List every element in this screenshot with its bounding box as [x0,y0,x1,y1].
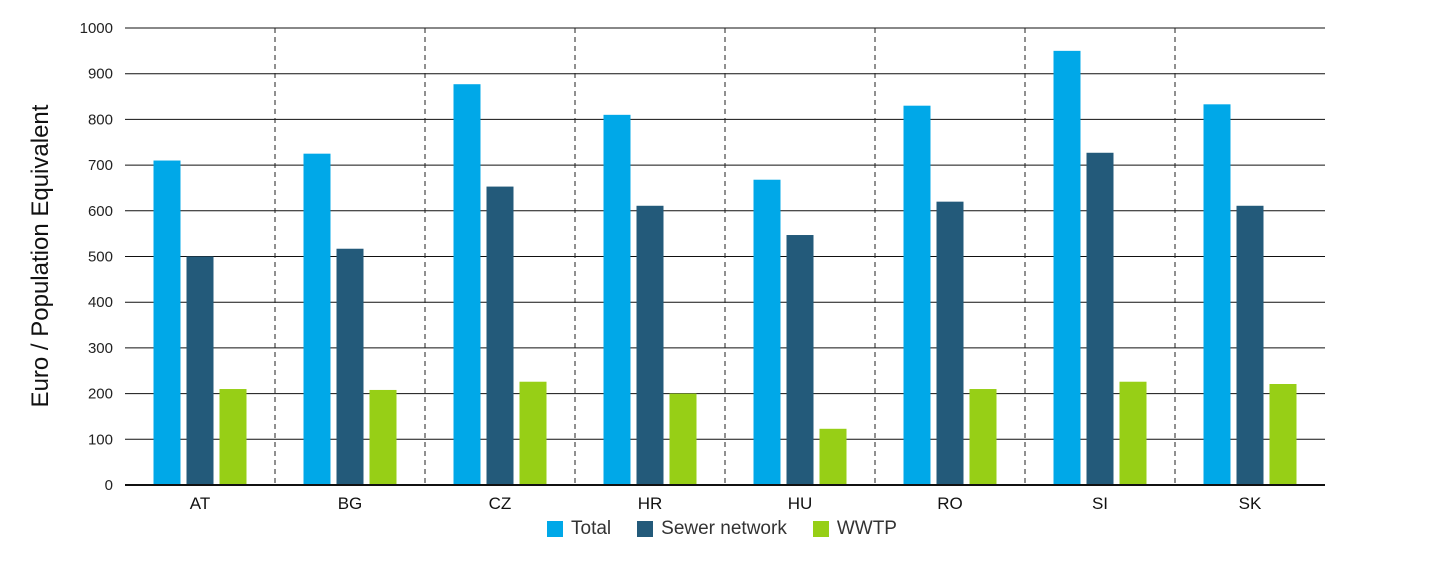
y-tick-label: 800 [88,111,113,128]
x-tick-labels: AT BG CZ HR HU RO SI SK [190,494,1262,513]
legend-item: Total [547,518,611,540]
bar-sewer-network-hu [786,235,814,485]
bar-wwtp-hu [819,428,847,485]
x-tick-label: BG [338,494,363,513]
y-tick-label: 0 [105,477,113,494]
bar-total-si [1053,50,1081,485]
y-tick-label: 500 [88,249,113,266]
legend-item: WWTP [812,518,897,540]
y-tick-label: 100 [88,431,113,448]
bar-wwtp-sk [1269,384,1297,485]
bar-total-hr [603,114,631,485]
x-tick-label: SK [1239,494,1262,513]
bar-wwtp-cz [519,381,547,485]
bar-total-sk [1203,104,1231,485]
y-tick-label: 1000 [80,20,113,37]
legend-swatch [547,521,564,537]
bar-total-ro [903,105,931,485]
bar-total-at [153,160,181,485]
legend-label: Sewer network [661,518,787,539]
category-separators [274,28,1176,485]
legend-label: WWTP [836,518,897,539]
bar-total-bg [303,153,331,486]
bar-sewer-network-bg [336,248,364,485]
legend-label: Total [571,518,612,539]
x-tick-label: RO [937,494,963,513]
x-tick-label: SI [1092,494,1108,513]
bar-sewer-network-sk [1236,205,1264,485]
bar-sewer-network-hr [636,205,664,485]
y-tick-label: 200 [88,386,113,403]
y-tick-labels: 0 100 200 300 400 500 600 700 800 900 1000 [80,20,113,494]
bar-wwtp-bg [369,389,397,485]
bar-sewer-network-ro [936,201,964,485]
bar-total-cz [453,84,481,485]
bar-sewer-network-cz [486,186,514,486]
y-tick-label: 900 [88,66,113,83]
bars [153,50,1297,486]
y-tick-label: 700 [88,157,113,174]
bar-wwtp-at [219,389,247,485]
bar-sewer-network-si [1086,152,1114,486]
bar-total-hu [753,179,781,485]
bar-sewer-network-at [186,256,214,485]
bar-wwtp-hr [669,393,697,485]
x-tick-label: HU [788,494,813,513]
y-tick-label: 600 [88,203,113,220]
x-tick-label: CZ [489,494,512,513]
bar-wwtp-si [1119,381,1147,485]
x-tick-label: AT [190,494,210,513]
y-tick-label: 300 [88,340,113,357]
legend-swatch [812,521,829,537]
x-tick-label: HR [638,494,663,513]
y-tick-label: 400 [88,294,113,311]
bar-wwtp-ro [969,389,997,485]
y-axis-label: Euro / Population Equivalent [27,104,54,407]
legend-swatch [637,521,654,537]
legend-item: Sewer network [637,518,787,540]
legend: Total Sewer network WWTP [0,518,1444,540]
